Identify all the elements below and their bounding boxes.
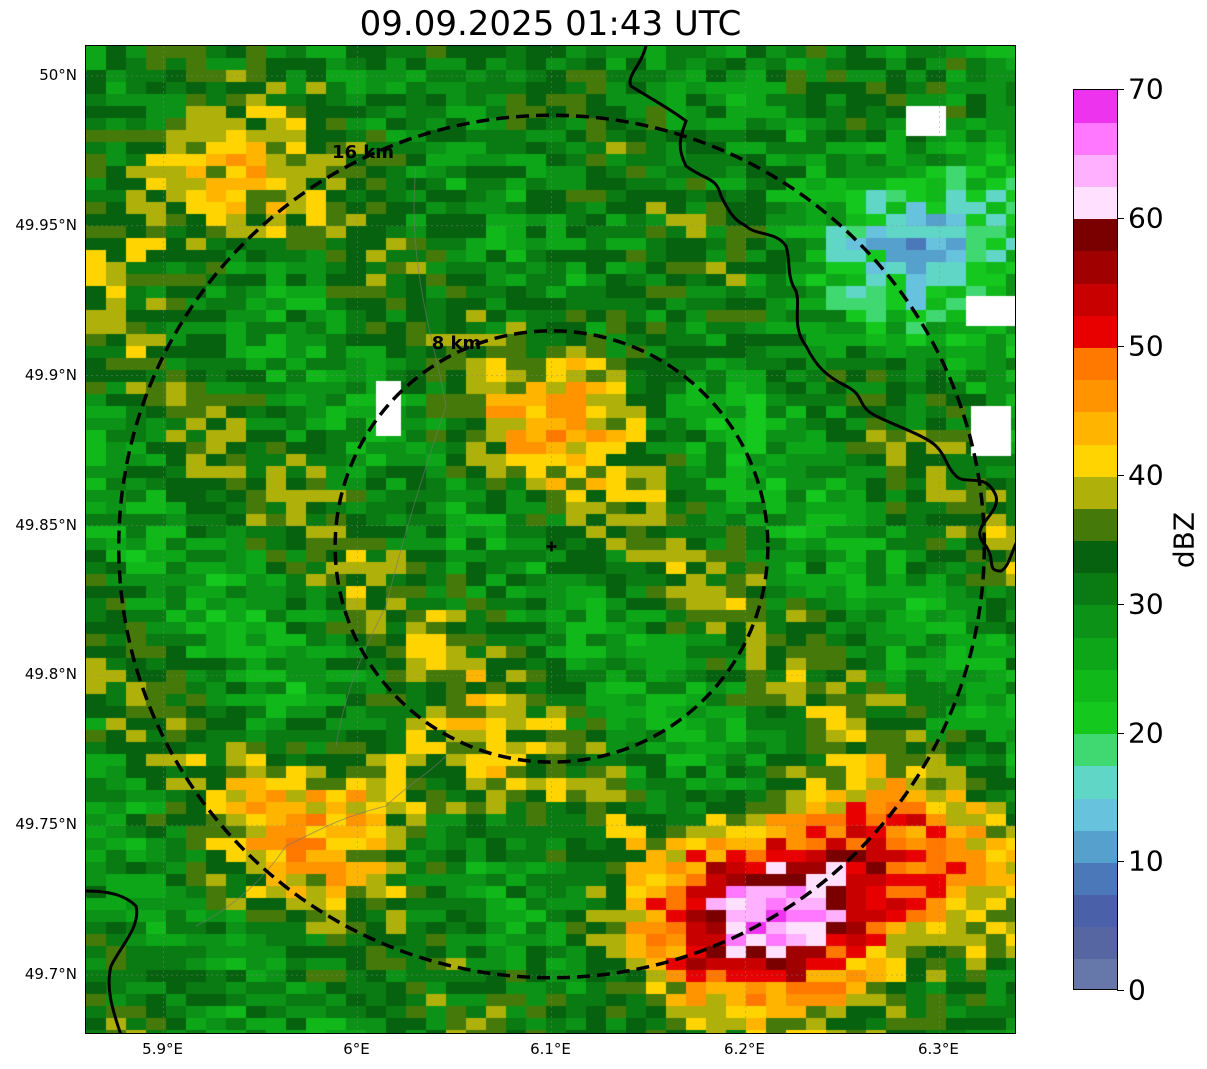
colorbar-segment bbox=[1074, 862, 1117, 896]
colorbar-tick-label: 40 bbox=[1128, 458, 1164, 492]
latitude-tick-label: 50°N bbox=[39, 65, 77, 84]
colorbar-tick bbox=[1117, 89, 1124, 90]
colorbar-tick-label: 10 bbox=[1128, 844, 1164, 878]
colorbar-segment bbox=[1074, 186, 1117, 220]
latitude-tick-label: 49.8°N bbox=[24, 665, 77, 684]
colorbar-tick-label: 60 bbox=[1128, 201, 1164, 235]
colorbar-segment bbox=[1074, 508, 1117, 542]
colorbar-segment bbox=[1074, 797, 1117, 831]
colorbar-segment bbox=[1074, 765, 1117, 799]
colorbar-tick bbox=[1117, 603, 1124, 605]
longitude-tick-label: 6.1°E bbox=[530, 1040, 571, 1058]
colorbar-segment bbox=[1074, 958, 1117, 989]
colorbar-segment bbox=[1074, 669, 1117, 702]
reflectivity-field bbox=[86, 46, 1015, 1033]
latitude-tick-label: 49.7°N bbox=[24, 965, 77, 984]
colorbar-segment bbox=[1074, 154, 1117, 188]
colorbar-tick-label: 70 bbox=[1128, 72, 1164, 106]
colorbar-segment bbox=[1074, 701, 1117, 735]
colorbar bbox=[1073, 89, 1118, 990]
colorbar-segment bbox=[1074, 443, 1117, 477]
range-ring-label: 16 km bbox=[332, 142, 394, 163]
colorbar-segment bbox=[1074, 315, 1117, 349]
colorbar-segment bbox=[1074, 379, 1117, 413]
latitude-tick-label: 49.85°N bbox=[15, 515, 77, 534]
latitude-tick-label: 49.9°N bbox=[24, 365, 77, 384]
colorbar-segment bbox=[1074, 122, 1117, 155]
colorbar-segment bbox=[1074, 90, 1117, 123]
colorbar-segment bbox=[1074, 540, 1117, 574]
colorbar-segment bbox=[1074, 218, 1117, 252]
colorbar-tick bbox=[1117, 475, 1124, 477]
colorbar-tick bbox=[1117, 346, 1124, 348]
country-border-line bbox=[86, 889, 139, 1033]
latitude-tick-label: 49.75°N bbox=[15, 815, 77, 834]
colorbar-tick bbox=[1117, 990, 1124, 991]
colorbar-segment bbox=[1074, 476, 1117, 509]
colorbar-segment bbox=[1074, 830, 1117, 863]
colorbar-segment bbox=[1074, 894, 1117, 928]
colorbar-segment bbox=[1074, 250, 1117, 284]
gridlines bbox=[86, 46, 1015, 1033]
range-ring-label: 8 km bbox=[432, 333, 482, 354]
radar-map[interactable]: 8 km 16 km bbox=[85, 45, 1016, 1034]
colorbar-segment bbox=[1074, 637, 1117, 670]
colorbar-tick-label: 0 bbox=[1128, 973, 1146, 1007]
colorbar-segment bbox=[1074, 283, 1117, 316]
colorbar-segment bbox=[1074, 926, 1117, 960]
colorbar-segment bbox=[1074, 604, 1117, 638]
colorbar-tick bbox=[1117, 217, 1124, 219]
colorbar-segment bbox=[1074, 347, 1117, 381]
colorbar-unit-label: dBZ bbox=[1167, 511, 1201, 569]
colorbar-tick-label: 30 bbox=[1128, 587, 1164, 621]
longitude-tick-label: 6.3°E bbox=[917, 1040, 959, 1058]
colorbar-segment bbox=[1074, 572, 1117, 606]
colorbar-segment bbox=[1074, 411, 1117, 445]
colorbar-tick bbox=[1117, 732, 1124, 734]
admin-boundary-line bbox=[335, 165, 447, 747]
longitude-tick-label: 6.2°E bbox=[724, 1040, 765, 1058]
radar-site-marker bbox=[546, 541, 557, 552]
longitude-tick-label: 5.9°E bbox=[142, 1040, 183, 1058]
latitude-tick-label: 49.95°N bbox=[15, 215, 77, 234]
colorbar-tick bbox=[1117, 861, 1124, 863]
map-overlay: 8 km 16 km bbox=[86, 46, 1015, 1033]
country-border-line bbox=[628, 46, 1015, 573]
colorbar-segment bbox=[1074, 733, 1117, 767]
map-title: 09.09.2025 01:43 UTC bbox=[359, 4, 742, 44]
colorbar-tick-label: 20 bbox=[1128, 716, 1164, 750]
admin-boundary-line bbox=[195, 755, 447, 927]
colorbar-tick-label: 50 bbox=[1128, 329, 1164, 363]
longitude-tick-label: 6°E bbox=[343, 1040, 370, 1058]
